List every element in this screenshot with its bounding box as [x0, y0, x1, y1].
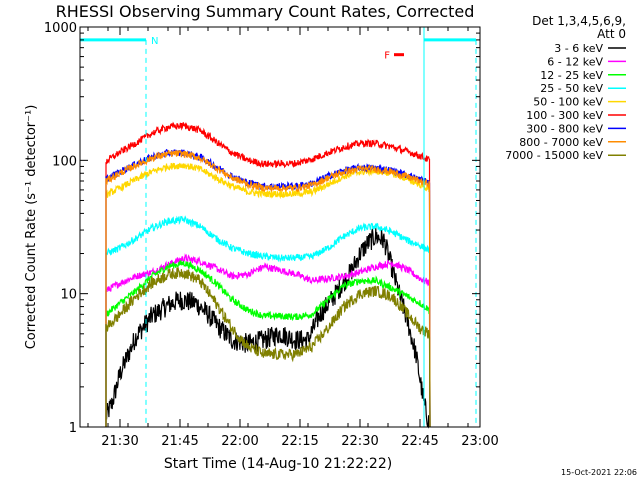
- legend-label: 25 - 50 keV: [540, 82, 603, 95]
- detectors-label-line1: Det 1,3,4,5,6,9,: [532, 14, 626, 28]
- series-line-3: [105, 215, 431, 428]
- legend-label: 3 - 6 keV: [554, 42, 603, 55]
- chart-title: RHESSI Observing Summary Count Rates, Co…: [56, 2, 475, 21]
- legend-label: 50 - 100 keV: [533, 96, 603, 109]
- series-layer: [105, 121, 431, 429]
- footer-timestamp: 15-Oct-2021 22:06: [561, 468, 637, 477]
- y-axis: 1 10 100 1000: [44, 21, 480, 436]
- legend-label: 800 - 7000 keV: [519, 136, 603, 149]
- night-label: N: [151, 36, 158, 47]
- legend-label: 100 - 300 keV: [526, 109, 603, 122]
- plot-frame: [79, 26, 481, 428]
- series-line-5: [105, 121, 431, 428]
- legend-label: 300 - 800 keV: [526, 122, 603, 135]
- x-tick-label: 21:45: [161, 434, 198, 449]
- series-line-8: [105, 267, 431, 428]
- legend-label: 7000 - 15000 keV: [505, 149, 603, 162]
- series-line-0: [105, 228, 431, 429]
- legend-label: 12 - 25 keV: [540, 69, 603, 82]
- x-tick-label: 23:00: [461, 434, 498, 449]
- y-tick-label: 1000: [44, 21, 77, 36]
- annotation-layer: NF: [79, 27, 477, 427]
- x-tick-label: 22:15: [281, 434, 318, 449]
- x-axis-label: Start Time (14-Aug-10 21:22:22): [164, 456, 392, 472]
- series-line-2: [105, 260, 431, 428]
- x-tick-label: 22:00: [221, 434, 258, 449]
- legend-label: 6 - 12 keV: [547, 55, 603, 68]
- series-line-7: [105, 149, 431, 428]
- x-tick-label: 22:30: [341, 434, 378, 449]
- x-tick-label: 21:30: [101, 434, 138, 449]
- y-tick-label: 10: [60, 288, 77, 303]
- x-axis: 21:30 21:45 22:00 22:15 22:30 22:45 23:00: [87, 27, 499, 449]
- detectors-label-line2: Att 0: [597, 27, 626, 41]
- x-tick-label: 22:45: [401, 434, 438, 449]
- y-tick-label: 100: [52, 154, 77, 169]
- flare-label: F: [384, 51, 390, 62]
- y-axis-label: Corrected Count Rate (s⁻¹ detector⁻¹): [24, 105, 39, 350]
- y-tick-label: 1: [69, 421, 77, 436]
